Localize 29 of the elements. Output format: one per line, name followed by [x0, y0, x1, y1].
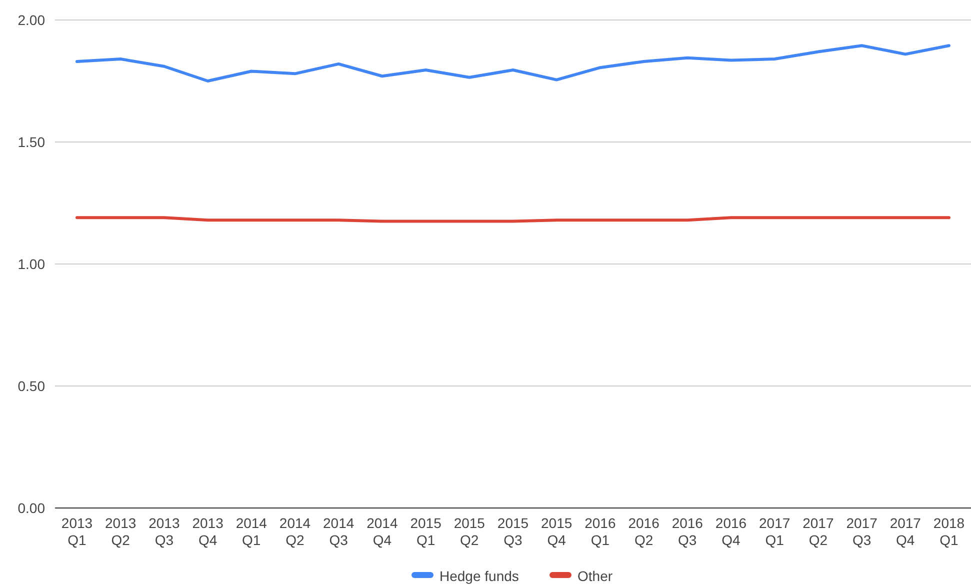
x-tick-label: 2015 Q4: [541, 515, 572, 548]
x-tick-label: 2016 Q1: [584, 515, 616, 548]
y-tick-label: 0.00: [18, 500, 46, 516]
legend-label: Other: [578, 568, 613, 584]
x-tick-label: 2016 Q3: [672, 515, 704, 548]
x-tick-label: 2013 Q2: [105, 515, 136, 548]
y-tick-label: 1.00: [18, 256, 46, 272]
x-tick-label: 2015 Q3: [497, 515, 529, 548]
x-tick-label: 2014 Q4: [366, 515, 398, 548]
y-tick-label: 2.00: [18, 12, 46, 28]
x-tick-label: 2014 Q1: [236, 515, 268, 548]
x-tick-label: 2017 Q2: [802, 515, 834, 548]
line-series: [76, 44, 950, 82]
x-tick-label: 2013 Q3: [148, 515, 180, 548]
x-tick-label: 2018 Q1: [933, 515, 965, 548]
x-tick-label: 2017 Q4: [890, 515, 922, 548]
x-tick-label: 2017 Q1: [759, 515, 790, 548]
y-tick-label: 0.50: [18, 378, 46, 394]
y-tick-label: 1.50: [18, 134, 46, 150]
x-tick-label: 2017 Q3: [846, 515, 878, 548]
x-tick-label: 2013 Q1: [61, 515, 93, 548]
x-tick-label: 2015 Q1: [410, 515, 442, 548]
x-tick-label: 2015 Q2: [454, 515, 486, 548]
x-tick-label: 2014 Q2: [279, 515, 311, 548]
x-tick-label: 2016 Q2: [628, 515, 660, 548]
legend-label: Hedge funds: [440, 568, 519, 584]
x-tick-label: 2013 Q4: [192, 515, 224, 548]
x-tick-label: 2016 Q4: [715, 515, 747, 548]
x-tick-label: 2014 Q3: [323, 515, 354, 548]
